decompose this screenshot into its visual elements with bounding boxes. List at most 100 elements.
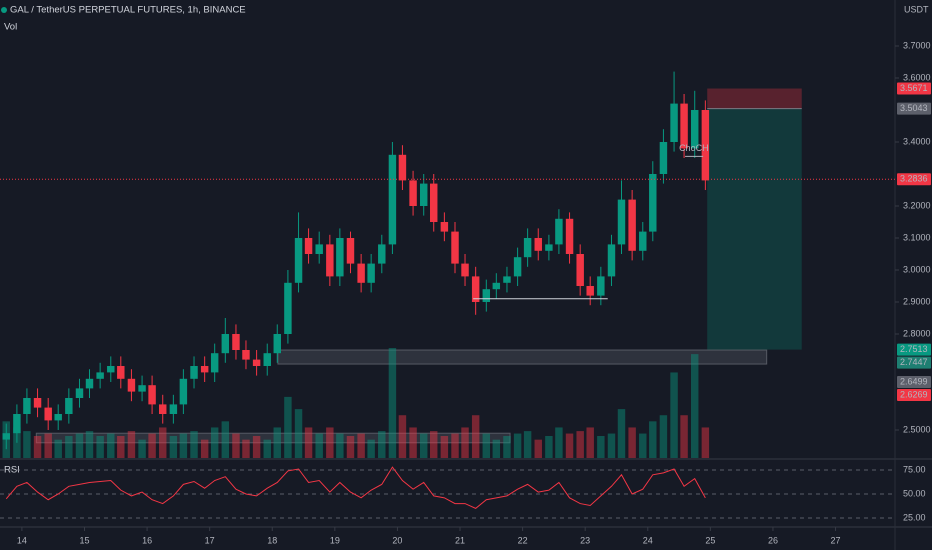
candle-body: [545, 244, 553, 251]
y-tick-label: 2.5000: [903, 424, 931, 434]
candle-body: [680, 103, 688, 149]
volume-bar: [138, 439, 146, 458]
volume-bar: [107, 433, 115, 458]
candle-body: [65, 398, 73, 414]
candle-body: [210, 353, 219, 373]
candle-body: [628, 199, 636, 251]
candle-body: [2, 433, 10, 440]
candle-body: [534, 238, 542, 251]
candle-body: [127, 378, 136, 392]
x-tick-label: 23: [580, 535, 590, 545]
volume-bar: [242, 439, 250, 458]
candle-body: [200, 366, 209, 373]
volume-bar: [315, 433, 323, 458]
y-tick-label: 3.1000: [903, 232, 931, 242]
candle-body: [33, 398, 42, 408]
volume-bar: [680, 415, 688, 458]
volume-bar: [127, 431, 136, 458]
candle-body: [367, 263, 375, 283]
volume-bar: [294, 409, 303, 458]
candle-body: [565, 218, 574, 254]
volume-bar: [346, 436, 355, 458]
candle-body: [586, 286, 594, 296]
volume-bar: [33, 436, 42, 458]
y-tick-label: 3.7000: [903, 40, 931, 50]
candle-body: [284, 282, 292, 334]
price-badge-label: 3.5043: [900, 103, 928, 113]
candle-body: [44, 407, 52, 421]
candle-body: [378, 244, 386, 264]
candle-body: [555, 218, 563, 245]
volume-bar: [210, 427, 219, 458]
volume-bar: [471, 415, 480, 458]
candle-body: [159, 404, 167, 414]
volume-bar: [461, 427, 469, 458]
volume-bar: [639, 433, 647, 458]
candle-body: [430, 183, 438, 222]
x-tick-label: 15: [79, 535, 89, 545]
candle-body: [388, 154, 397, 245]
rsi-line: [5, 466, 706, 509]
volume-bar: [555, 427, 563, 458]
zone: [35, 432, 511, 444]
candle-body: [96, 372, 104, 379]
volume-bar: [607, 433, 616, 458]
y-tick-label: 3.4000: [903, 136, 931, 146]
volume-bar: [398, 415, 407, 458]
volume-bar: [169, 436, 178, 458]
volume-bar: [482, 433, 491, 458]
candle-body: [471, 276, 480, 302]
y-tick-label: 2.8000: [903, 328, 931, 338]
price-badge-label: 2.7513: [900, 344, 928, 354]
rsi-tick-label: 25.00: [903, 512, 926, 522]
candle-body: [54, 414, 62, 421]
price-badge-label: 2.7447: [900, 357, 928, 367]
candle-body: [315, 244, 323, 254]
volume-bar: [576, 431, 584, 458]
volume-bar: [409, 427, 417, 458]
volume-bar: [670, 372, 678, 458]
candle-body: [221, 334, 230, 354]
candle-body: [419, 183, 428, 206]
volume-bar: [523, 431, 532, 458]
candle-body: [232, 334, 240, 350]
volume-bar: [44, 433, 52, 458]
volume-bar: [148, 433, 156, 458]
stop-zone: [707, 88, 802, 109]
annotation: ChoCH: [679, 143, 709, 153]
volume-bar: [440, 436, 449, 458]
price-badge-label: 3.2836: [900, 174, 928, 184]
candle-body: [440, 222, 449, 232]
volume-bar: [159, 427, 167, 458]
candle-body: [409, 180, 417, 206]
candle-body: [523, 238, 532, 258]
volume-bar: [85, 431, 94, 458]
volume-bar: [492, 439, 501, 458]
candle-body: [492, 282, 501, 290]
y-tick-label: 3.0000: [903, 264, 931, 274]
x-tick-label: 26: [768, 535, 778, 545]
volume-bar: [252, 436, 261, 458]
candle-body: [148, 385, 156, 405]
volume-label: Vol: [4, 22, 17, 33]
candle-body: [701, 110, 710, 181]
candle-body: [503, 276, 511, 283]
volume-bar: [367, 439, 375, 458]
candle-body: [607, 244, 616, 277]
volume-bar: [503, 436, 511, 458]
price-badge: [897, 173, 931, 186]
price-badge: [897, 376, 931, 389]
volume-bar: [326, 427, 334, 458]
volume-bar: [336, 433, 344, 458]
candle-body: [398, 154, 407, 181]
volume-bar: [65, 436, 73, 458]
price-badge-label: 3.5671: [900, 83, 928, 93]
candle-body: [85, 378, 94, 389]
y-tick-label: 3.2000: [903, 200, 931, 210]
price-badge-label: 2.6269: [900, 389, 928, 399]
rsi-tick-label: 75.00: [903, 464, 926, 474]
y-tick-label: 2.9000: [903, 296, 931, 306]
candle-body: [252, 359, 261, 366]
candle-body: [670, 103, 678, 142]
